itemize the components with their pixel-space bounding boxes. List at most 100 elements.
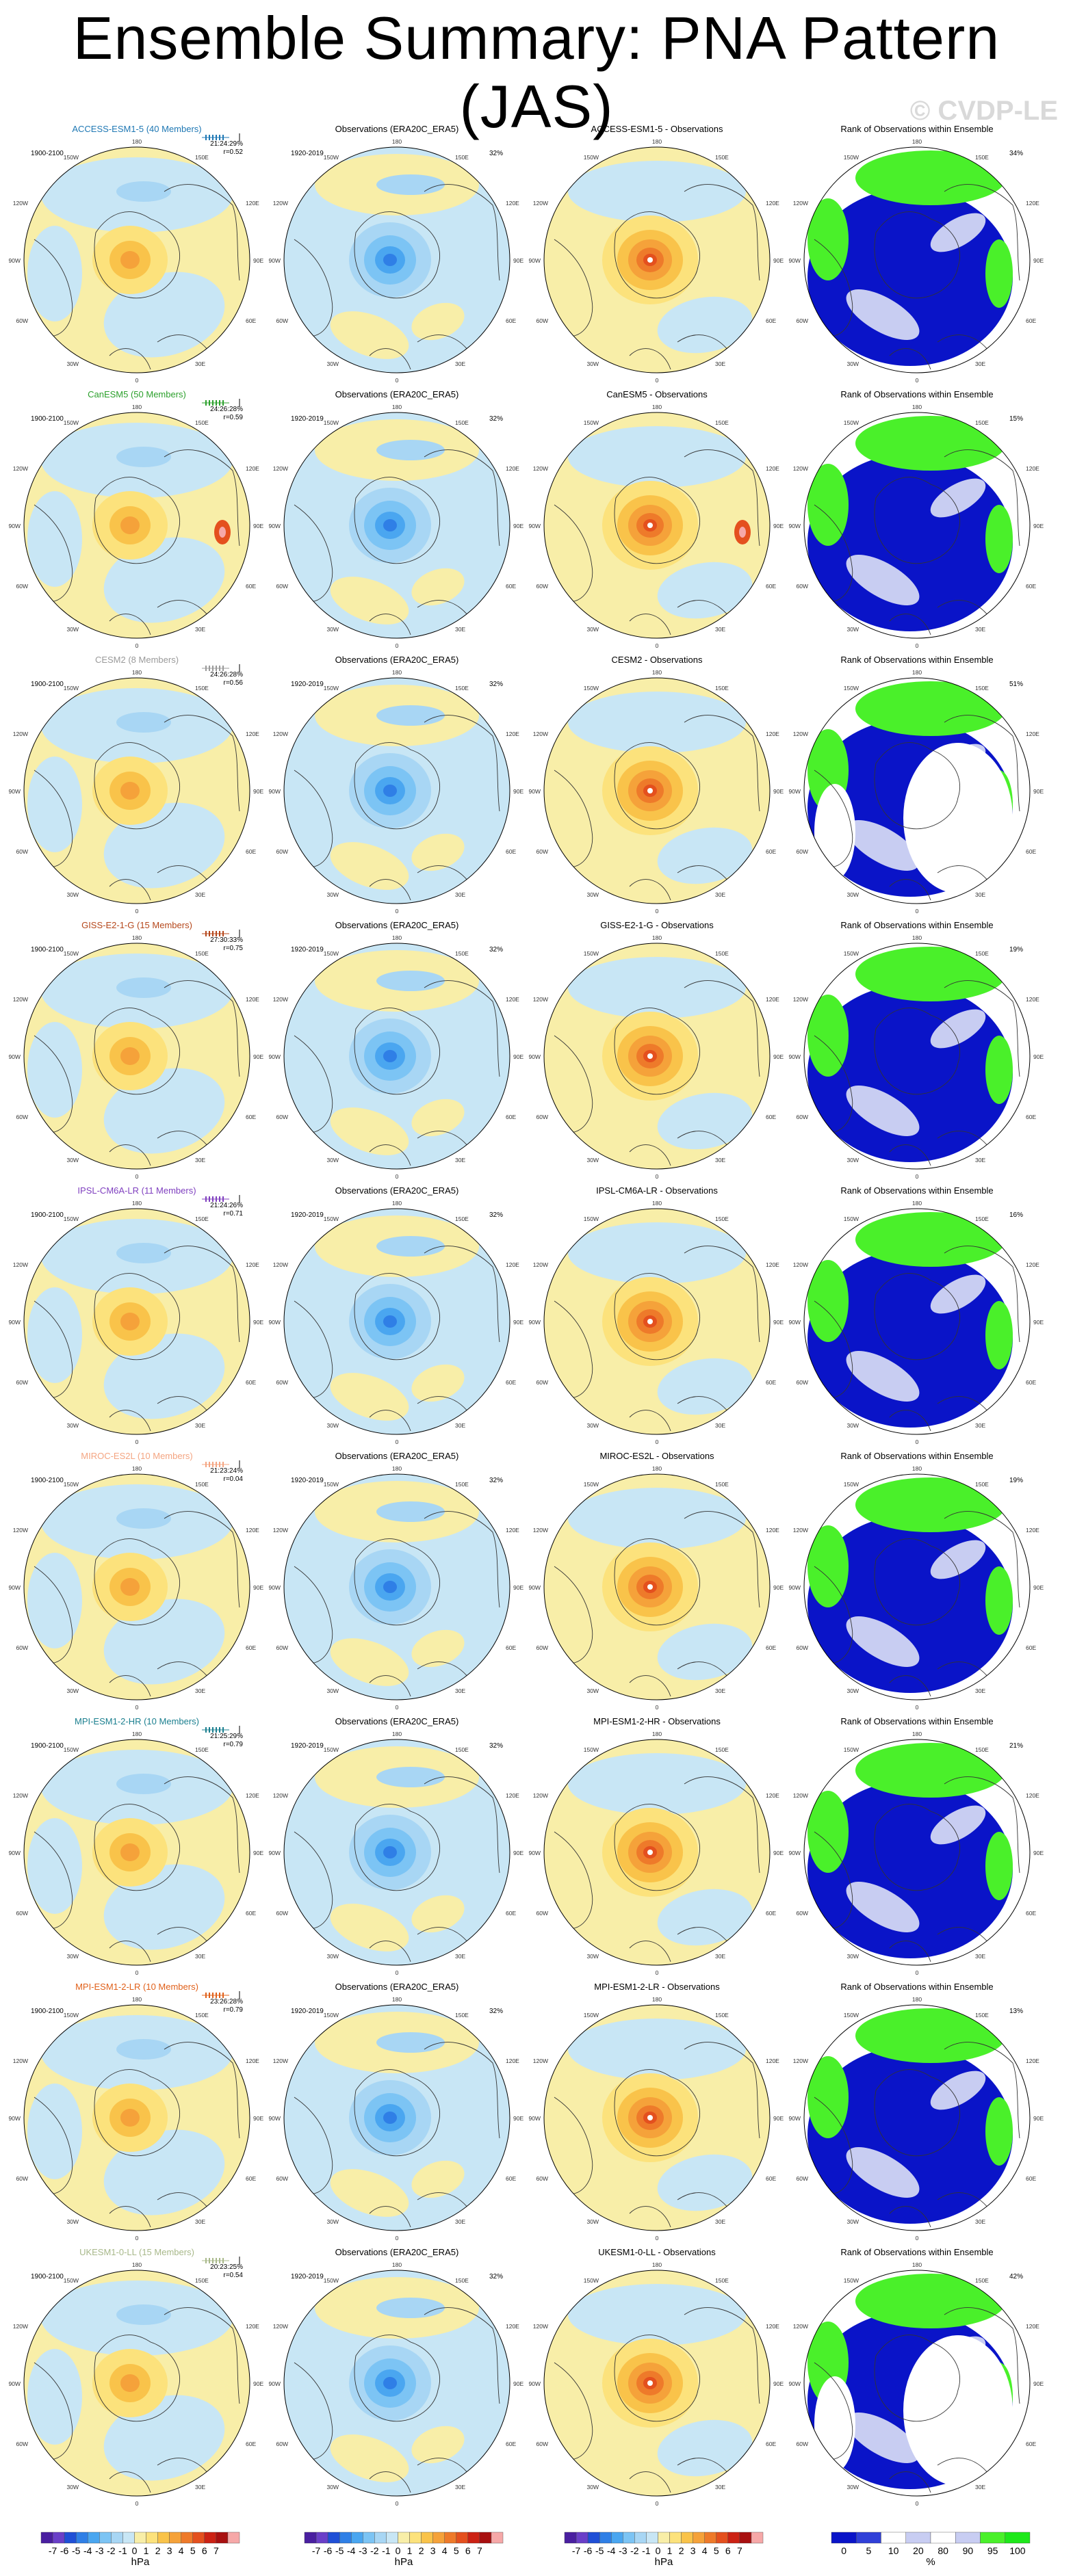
colorbar-swatch	[146, 2532, 158, 2544]
anomaly-contour	[383, 254, 397, 266]
map-border	[283, 1739, 510, 1966]
longitude-label: 90E	[773, 1584, 784, 1591]
longitude-label: 150W	[324, 2277, 339, 2284]
anomaly-contour	[657, 562, 753, 619]
polar-map: 180 0 90W 90E 150W 150E 120W 120E 60W 60E 30W 30E	[269, 404, 524, 649]
longitude-label: 90E	[773, 2380, 784, 2387]
polar-map: 180 0 90W 90E 150W 150E 120W 120E 60W 60E 30W 30E	[529, 934, 784, 1180]
longitude-label: 0	[916, 1969, 919, 1976]
longitude-label: 60W	[797, 2175, 808, 2182]
colorbar-tick: 0	[656, 2545, 661, 2556]
colorbar-swatch	[727, 2532, 740, 2544]
longitude-label: 90E	[1033, 2380, 1044, 2387]
longitude-label: 30W	[67, 891, 79, 898]
period-label: 1920-2019	[291, 946, 324, 954]
longitude-label: 150W	[324, 2012, 339, 2019]
coastline	[684, 980, 760, 1077]
longitude-label: 60W	[797, 1114, 808, 1120]
longitude-label: 0	[656, 1704, 659, 1711]
longitude-label: 180	[392, 934, 402, 941]
longitude-label: 120W	[273, 996, 288, 1003]
coastline	[814, 2097, 853, 2195]
map-border	[803, 1473, 1031, 1700]
colorbar-tick: 1	[407, 2545, 413, 2556]
longitude-label: 180	[392, 138, 402, 145]
longitude-label: 60E	[246, 317, 256, 324]
map-panel: Rank of Observations within Ensemble15%1…	[789, 389, 1044, 649]
coastline	[889, 1941, 931, 1962]
coastline	[554, 1566, 593, 1664]
coastline	[109, 614, 151, 635]
longitude-label: 30E	[715, 360, 725, 367]
longitude-label: 30E	[455, 360, 465, 367]
longitude-label: 150W	[64, 1481, 79, 1488]
longitude-label: 120W	[793, 200, 808, 207]
anomaly-contour	[807, 1525, 849, 1607]
longitude-label: 60W	[16, 583, 28, 590]
anomaly-contour	[116, 2304, 171, 2325]
longitude-label: 120E	[246, 200, 259, 207]
colorbar-tick: 20	[913, 2545, 924, 2556]
longitude-label: 90W	[9, 2115, 21, 2122]
longitude-label: 30W	[327, 360, 339, 367]
longitude-label: 60E	[506, 1114, 516, 1120]
map-panel: Observations (ERA20C_ERA5)1920-2019 32%18…	[269, 1982, 524, 2242]
anomaly-contour	[846, 1086, 920, 1136]
longitude-label: 180	[652, 138, 662, 145]
anomaly-contour	[930, 2071, 986, 2110]
longitude-label: 150E	[975, 685, 989, 692]
period-label: 1920-2019	[291, 2273, 324, 2281]
map-panel: MPI-ESM1-2-LR - Observations 180 0 90W 90E 15…	[529, 1982, 784, 2242]
map-panel: Rank of Observations within Ensemble13%1…	[789, 1982, 1044, 2242]
colorbar-swatch	[432, 2532, 445, 2544]
longitude-label: 60E	[246, 1910, 256, 1917]
anomaly-contour	[568, 161, 746, 222]
anomaly-contour	[330, 842, 409, 890]
longitude-label: 120W	[273, 731, 288, 737]
pct-stats-label: 21:23:24%	[210, 1467, 243, 1475]
pct-stats-label: 24:26:28%	[210, 671, 243, 679]
anomaly-colorbar: -7 -6 -5 -4 -3 -2 -1 0 1 2 3 4 5 6 7 hPa	[564, 2532, 764, 2568]
longitude-label: 150W	[844, 2277, 859, 2284]
anomaly-contour	[568, 1753, 746, 1815]
coastline	[684, 1776, 760, 1874]
longitude-label: 90E	[513, 788, 523, 795]
polar-map: 180 0 90W 90E 150W 150E 120W 120E 60W 60E 30W 30E	[9, 934, 264, 1180]
map-panel: MPI-ESM1-2-HR (10 Members) 1900-2100 21:25…	[9, 1716, 264, 1976]
longitude-label: 150E	[715, 685, 729, 692]
longitude-label: 90E	[1033, 1053, 1044, 1060]
map-fill	[804, 2005, 1030, 2231]
map-border	[803, 2270, 1031, 2497]
panel-title: Rank of Observations within Ensemble	[840, 1451, 993, 1461]
anomaly-contour	[116, 977, 171, 998]
anomaly-contour	[116, 1508, 171, 1529]
coastline	[94, 477, 181, 564]
longitude-label: 90W	[529, 2380, 541, 2387]
longitude-label: 90W	[789, 257, 801, 264]
longitude-label: 150E	[715, 2012, 729, 2019]
map-fill	[284, 147, 510, 373]
colorbar-tick: -1	[642, 2545, 651, 2556]
panel-title: CanESM5 (50 Members)	[88, 389, 186, 399]
longitude-label: 60E	[246, 2441, 256, 2447]
longitude-label: 90W	[269, 1319, 281, 1326]
longitude-label: 60E	[1026, 1644, 1036, 1651]
map-fill	[544, 147, 770, 373]
longitude-label: 150E	[715, 154, 729, 161]
polar-map: 180 0 90W 90E 150W 150E 120W 120E 60W 60E 30W 30E	[789, 138, 1044, 384]
map-fill	[24, 943, 250, 1169]
coastline	[629, 614, 671, 635]
map-panel: CESM2 - Observations 180 0 90W 90E 150W 150E 12…	[529, 655, 784, 915]
colorbar-swatch	[1005, 2532, 1031, 2544]
anomaly-contour	[855, 150, 1006, 205]
rank-pct: 15%	[1009, 415, 1023, 423]
longitude-label: 60E	[1026, 2175, 1036, 2182]
longitude-label: 90W	[9, 1850, 21, 1856]
longitude-label: 90E	[773, 523, 784, 529]
coastline	[94, 1804, 181, 1891]
longitude-label: 90W	[529, 257, 541, 264]
longitude-label: 60W	[797, 2441, 808, 2447]
colorbar-tick: 7	[214, 2545, 219, 2556]
anomaly-contour	[647, 788, 653, 793]
map-panel: UKESM1-0-LL (15 Members) 1900-2100 20:23:2…	[9, 2247, 264, 2507]
